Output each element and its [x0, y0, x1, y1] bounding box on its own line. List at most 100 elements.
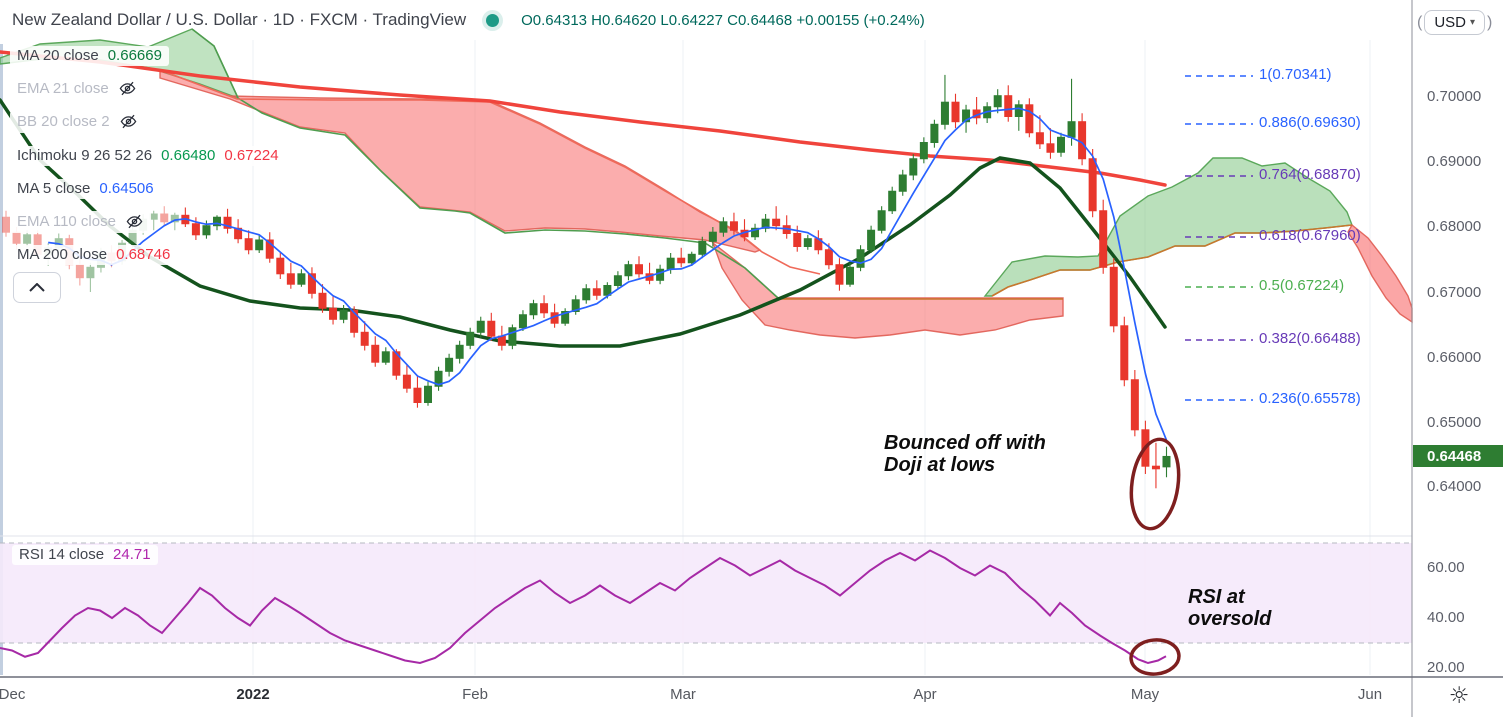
candle [381, 347, 390, 365]
axis-time-label: Jun [1357, 686, 1383, 703]
fib-level-label[interactable]: 0.382(0.66488) [1259, 330, 1361, 347]
paren-right: ) [1487, 13, 1493, 31]
candle [276, 251, 285, 279]
symbol-title[interactable]: New Zealand Dollar / U.S. Dollar · 1D · … [12, 10, 467, 29]
candle [413, 376, 422, 408]
candle [571, 295, 580, 315]
axis-price-label: 0.70000 [1427, 88, 1482, 105]
ohlc-values: O0.64313 H0.64620 L0.64227 C0.64468 +0.0… [521, 11, 925, 29]
candle [592, 280, 601, 300]
candle [835, 258, 844, 291]
candle [149, 210, 158, 231]
candle [877, 206, 886, 234]
fib-level-label[interactable]: 0.5(0.67224) [1259, 277, 1345, 294]
candle [234, 219, 243, 244]
candle [424, 381, 432, 406]
theme-sun-icon[interactable]: ☼ [1448, 683, 1470, 709]
eye-off-icon[interactable] [119, 112, 138, 131]
indicator-label: EMA 110 close [17, 213, 116, 230]
candle [930, 119, 939, 148]
indicator-row-ma-200-close[interactable]: MA 200 close 0.68746 [10, 243, 178, 267]
eye-off-icon[interactable] [118, 79, 137, 98]
candlesticks[interactable] [2, 74, 1171, 489]
ma-5-line[interactable] [48, 107, 1168, 441]
price-axis[interactable]: ( USD ▾ ) 0.64468 0.70000 0.69000 0.68000 0… [1413, 0, 1503, 677]
indicator-label: MA 20 close [17, 47, 99, 64]
candle [814, 230, 823, 255]
candle [635, 256, 643, 278]
indicator-value: 0.67224 [224, 146, 279, 164]
candle [1109, 258, 1118, 333]
candle [318, 284, 327, 313]
axis-time-label: Feb [462, 686, 488, 703]
candle [867, 225, 876, 253]
candle [909, 154, 918, 181]
drawing-ellipse[interactable] [1129, 638, 1181, 676]
time-axis[interactable]: ☼ Dec 2022 Feb Mar Apr May Jun [0, 677, 1503, 717]
candle [181, 207, 190, 227]
candle [466, 327, 475, 350]
indicator-row-ma-5-close[interactable]: MA 5 close 0.64506 [10, 177, 161, 201]
currency-unit-label: USD [1434, 14, 1466, 31]
legend-collapse-button[interactable] [13, 272, 61, 303]
currency-unit-button[interactable]: USD ▾ [1424, 10, 1486, 35]
candle [1014, 100, 1023, 131]
chart-header: New Zealand Dollar / U.S. Dollar · 1D · … [12, 10, 925, 30]
indicator-row-ema-110-close[interactable]: EMA 110 close [10, 210, 151, 234]
candle [508, 324, 517, 350]
candle [645, 262, 654, 285]
indicator-value: 0.66669 [107, 47, 162, 64]
chart-left-edge [0, 44, 3, 675]
indicator-row-bb-20-close-2[interactable]: BB 20 close 2 [10, 110, 145, 134]
last-price-badge: 0.64468 [1413, 445, 1503, 467]
candle [919, 137, 928, 164]
axis-time-label: 2022 [236, 686, 270, 703]
axis-time-label: Mar [670, 686, 696, 703]
axis-price-label: 60.00 [1427, 559, 1465, 576]
drawing-ellipse[interactable] [1126, 436, 1184, 532]
candle [1088, 149, 1097, 218]
candle [972, 97, 981, 125]
indicator-row-ichimoku-9-26-52-26[interactable]: Ichimoku 9 26 52 26 0.66480 0.67224 [10, 144, 286, 168]
candle [487, 312, 496, 341]
fib-level-label[interactable]: 1(0.70341) [1259, 66, 1332, 83]
ma-20-line[interactable] [0, 98, 1167, 348]
candle [265, 232, 274, 263]
axis-price-label: 20.00 [1427, 659, 1465, 676]
fib-level-label[interactable]: 0.764(0.68870) [1259, 166, 1361, 183]
ma-200-line[interactable] [0, 50, 1167, 187]
candle [993, 89, 1002, 114]
candle [677, 247, 686, 268]
candle [402, 364, 411, 393]
annotation-rsi-oversold[interactable]: RSI at oversold [1188, 586, 1272, 631]
candle [1057, 132, 1065, 157]
fib-level-label[interactable]: 0.236(0.65578) [1259, 390, 1361, 407]
candle [191, 217, 200, 240]
candle [751, 223, 760, 240]
annotation-bounced-off[interactable]: Bounced off with Doji at lows [884, 432, 1046, 477]
indicator-row-ma-20-close[interactable]: MA 20 close 0.66669 [10, 44, 169, 68]
eye-off-icon[interactable] [125, 212, 144, 231]
rsi-line[interactable] [0, 549, 1167, 665]
candle [434, 366, 443, 391]
indicator-row-ema-21-close[interactable]: EMA 21 close [10, 77, 144, 101]
candle [244, 230, 253, 255]
axis-price-label: 0.64000 [1427, 478, 1482, 495]
candle [1004, 85, 1013, 122]
candle [86, 262, 95, 292]
rsi-legend[interactable]: RSI 14 close 24.71 [12, 545, 158, 565]
axis-price-label: 40.00 [1427, 609, 1465, 626]
candle [761, 214, 770, 233]
fib-level-label[interactable]: 0.886(0.69630) [1259, 114, 1361, 131]
candle [656, 264, 665, 285]
candle [782, 215, 791, 239]
candle [497, 325, 506, 351]
candle [1151, 442, 1160, 489]
indicator-label: EMA 21 close [17, 80, 109, 98]
chevron-up-icon [29, 283, 45, 292]
axis-price-label: 0.69000 [1427, 153, 1482, 170]
candle [297, 269, 306, 287]
fib-level-label[interactable]: 0.618(0.67960) [1259, 227, 1361, 244]
